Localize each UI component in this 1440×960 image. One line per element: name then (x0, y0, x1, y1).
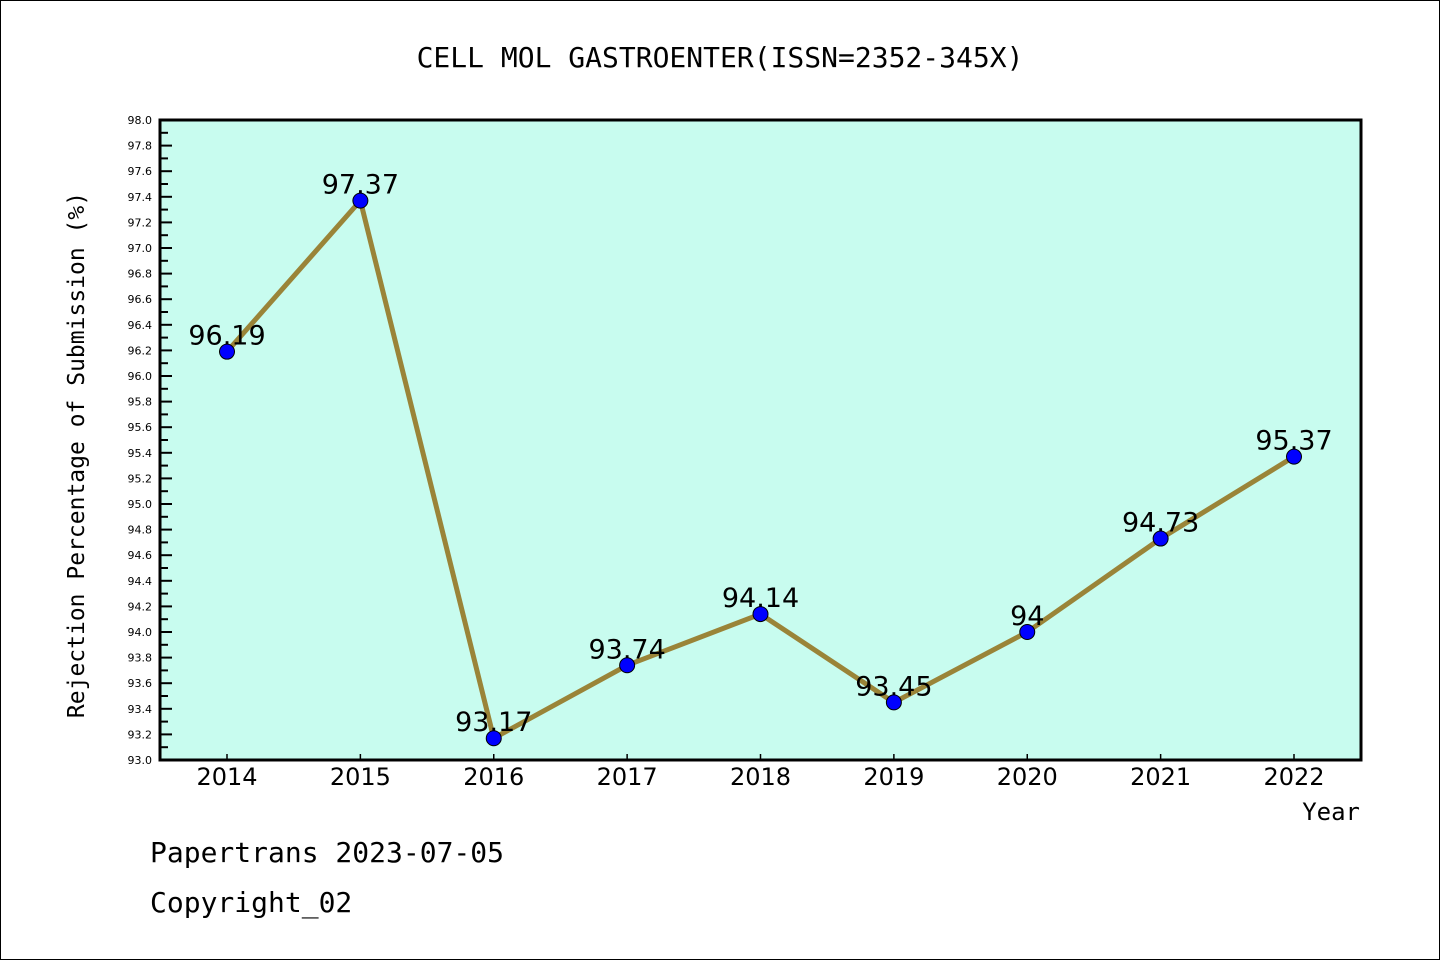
plot-area (160, 120, 1361, 760)
y-tick-label: 94.8 (128, 524, 153, 537)
y-tick-label: 96.6 (128, 293, 153, 306)
x-tick-label: 2014 (196, 763, 257, 791)
y-tick-label: 95.6 (128, 421, 153, 434)
x-axis-label: Year (1302, 798, 1360, 826)
y-tick-label: 95.4 (128, 447, 153, 460)
x-tick-label: 2019 (863, 763, 924, 791)
y-tick-label: 94.2 (128, 600, 153, 613)
data-point (885, 694, 902, 711)
footer-date: Papertrans 2023-07-05 (150, 836, 505, 869)
y-tick-label: 93.6 (128, 677, 153, 690)
x-tick-label: 2016 (463, 763, 524, 791)
footer-copyright: Copyright_02 (150, 886, 353, 919)
y-tick-label: 94.0 (128, 626, 153, 639)
data-point (1019, 624, 1036, 640)
y-tick-label: 97.6 (128, 165, 153, 178)
y-tick-label: 94.4 (128, 575, 153, 588)
data-point (352, 192, 369, 209)
data-point (752, 606, 769, 623)
y-tick-label: 93.2 (128, 728, 153, 741)
x-tick-label: 2015 (330, 763, 391, 791)
y-tick-label: 93.4 (128, 703, 153, 716)
data-point (485, 730, 502, 747)
y-tick-label: 93.8 (128, 652, 153, 665)
y-tick-label: 93.0 (128, 754, 153, 767)
x-tick-label: 2022 (1263, 763, 1324, 791)
data-point (1286, 448, 1302, 465)
y-tick-label: 95.2 (128, 472, 153, 485)
x-tick-label: 2018 (730, 763, 791, 791)
y-tick-label: 94.6 (128, 549, 153, 562)
x-tick-label: 2017 (597, 763, 658, 791)
y-axis-label: Rejection Percentage of Submission (%) (64, 192, 90, 718)
plot-border (158, 118, 1363, 762)
y-tick-label: 96.0 (128, 370, 153, 383)
y-tick-label: 97.2 (128, 216, 153, 229)
data-point (219, 343, 235, 360)
y-tick-label: 96.8 (128, 268, 153, 281)
data-point (1152, 530, 1169, 547)
y-tick-label: 95.0 (128, 498, 153, 511)
y-tick-label: 97.0 (128, 242, 153, 255)
y-tick-label: 97.8 (128, 140, 153, 153)
y-tick-label: 98.0 (128, 114, 153, 127)
x-tick-label: 2020 (997, 763, 1058, 791)
y-tick-label: 96.4 (128, 319, 153, 332)
x-tick-label: 2021 (1130, 763, 1191, 791)
y-tick-label: 96.2 (128, 344, 153, 357)
data-point (619, 657, 636, 674)
y-tick-label: 95.8 (128, 396, 153, 409)
y-tick-label: 97.4 (128, 191, 153, 204)
chart-title: CELL MOL GASTROENTER(ISSN=2352-345X) (417, 41, 1024, 74)
